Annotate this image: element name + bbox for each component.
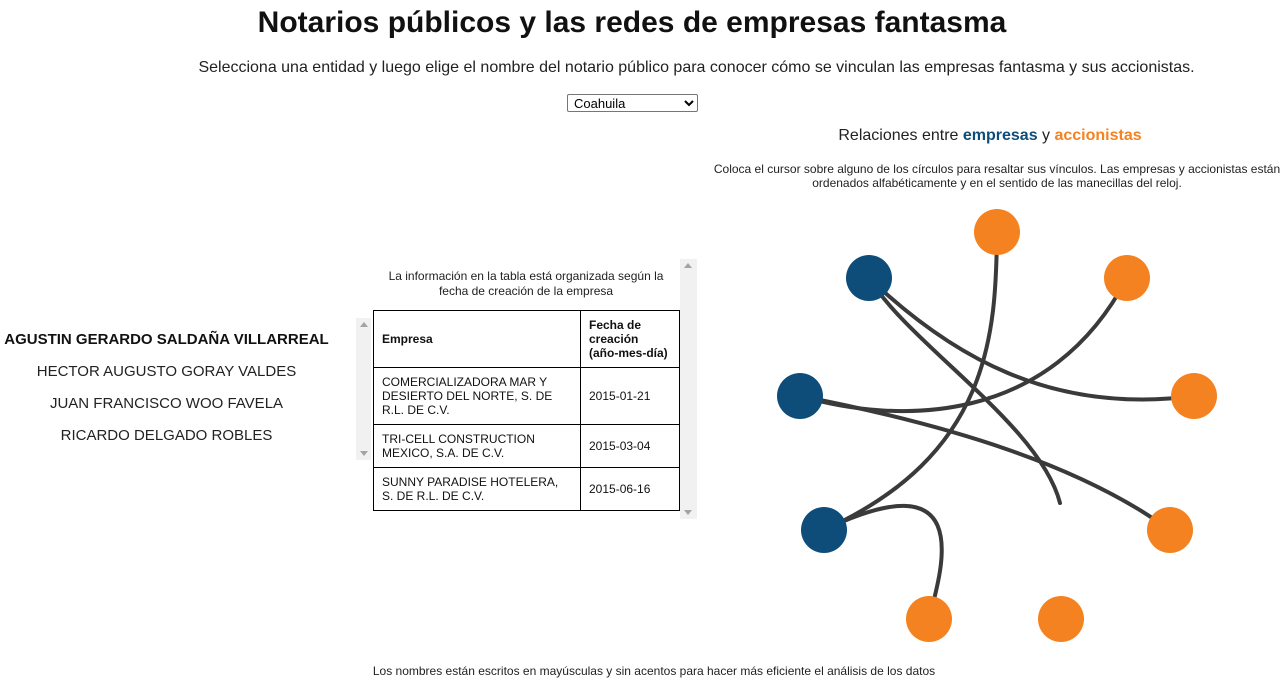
column-header-fecha: Fecha de creación (año-mes-día) [580,310,680,368]
graph-links [798,230,1196,621]
companies-table: Empresa Fecha de creación (año-mes-día) … [373,310,680,511]
notary-item[interactable]: AGUSTIN GERARDO SALDAÑA VILLARREAL [4,331,329,348]
scroll-down-arrow-icon[interactable] [360,451,368,456]
graph-nodes [777,209,1217,642]
table-scrollbar[interactable] [680,259,697,519]
accionista-node [974,209,1020,255]
creation-date-cell: 2015-03-04 [580,424,680,468]
network-graph [777,209,1217,642]
notary-item[interactable]: JUAN FRANCISCO WOO FAVELA [49,395,284,412]
accionista-node [1171,373,1217,419]
notary-item[interactable]: RICARDO DELGADO ROBLES [60,427,273,444]
empresa-node [777,373,823,419]
table-row: SUNNY PARADISE HOTELERA, S. DE R.L. DE C… [373,467,680,511]
graph-title-empresas: empresas [962,127,1038,144]
graph-link [867,276,1062,505]
notary-list-scrollbar[interactable] [356,318,371,460]
state-select[interactable]: Coahuila [567,94,698,112]
table-header-row: Empresa Fecha de creación (año-mes-día) [373,310,680,368]
company-name-cell: SUNNY PARADISE HOTELERA, S. DE R.L. DE C… [373,467,581,511]
table-note: La información en la tabla está organiza… [388,269,664,298]
empresa-node [801,507,847,553]
accionista-node [906,596,952,642]
footer-note: Los nombres están escritos en mayúsculas… [372,664,936,678]
company-name-cell: COMERCIALIZADORA MAR Y DESIERTO DEL NORT… [373,367,581,425]
scroll-up-arrow-icon[interactable] [684,263,692,268]
notary-list: AGUSTIN GERARDO SALDAÑA VILLARREAL HECTO… [0,331,333,459]
graph-title-mid: y [1037,127,1055,144]
column-header-empresa: Empresa [373,310,581,368]
graph-title-prefix: Relaciones entre [838,127,963,144]
table-row: TRI-CELL CONSTRUCTION MEXICO, S.A. DE C.… [373,424,680,468]
accionista-node [1038,596,1084,642]
graph-title: Relaciones entre empresas y accionistas [712,127,1268,145]
graph-link [867,276,1196,402]
graph-title-accionistas: accionistas [1054,127,1142,144]
creation-date-cell: 2015-01-21 [580,367,680,425]
scroll-up-arrow-icon[interactable] [360,322,368,327]
graph-link [798,394,1172,532]
page-subtitle: Selecciona una entidad y luego elige el … [198,59,1195,76]
page-title: Notarios públicos y las redes de empresa… [257,6,1007,39]
empresa-node [846,255,892,301]
scroll-down-arrow-icon[interactable] [684,510,692,515]
graph-link [822,230,999,532]
graph-note: Coloca el cursor sobre alguno de los cír… [713,162,1281,190]
accionista-node [1104,255,1150,301]
graph-link [798,276,1129,414]
accionista-node [1147,507,1193,553]
notary-item[interactable]: HECTOR AUGUSTO GORAY VALDES [36,363,297,380]
creation-date-cell: 2015-06-16 [580,467,680,511]
company-name-cell: TRI-CELL CONSTRUCTION MEXICO, S.A. DE C.… [373,424,581,468]
table-row: COMERCIALIZADORA MAR Y DESIERTO DEL NORT… [373,367,680,425]
